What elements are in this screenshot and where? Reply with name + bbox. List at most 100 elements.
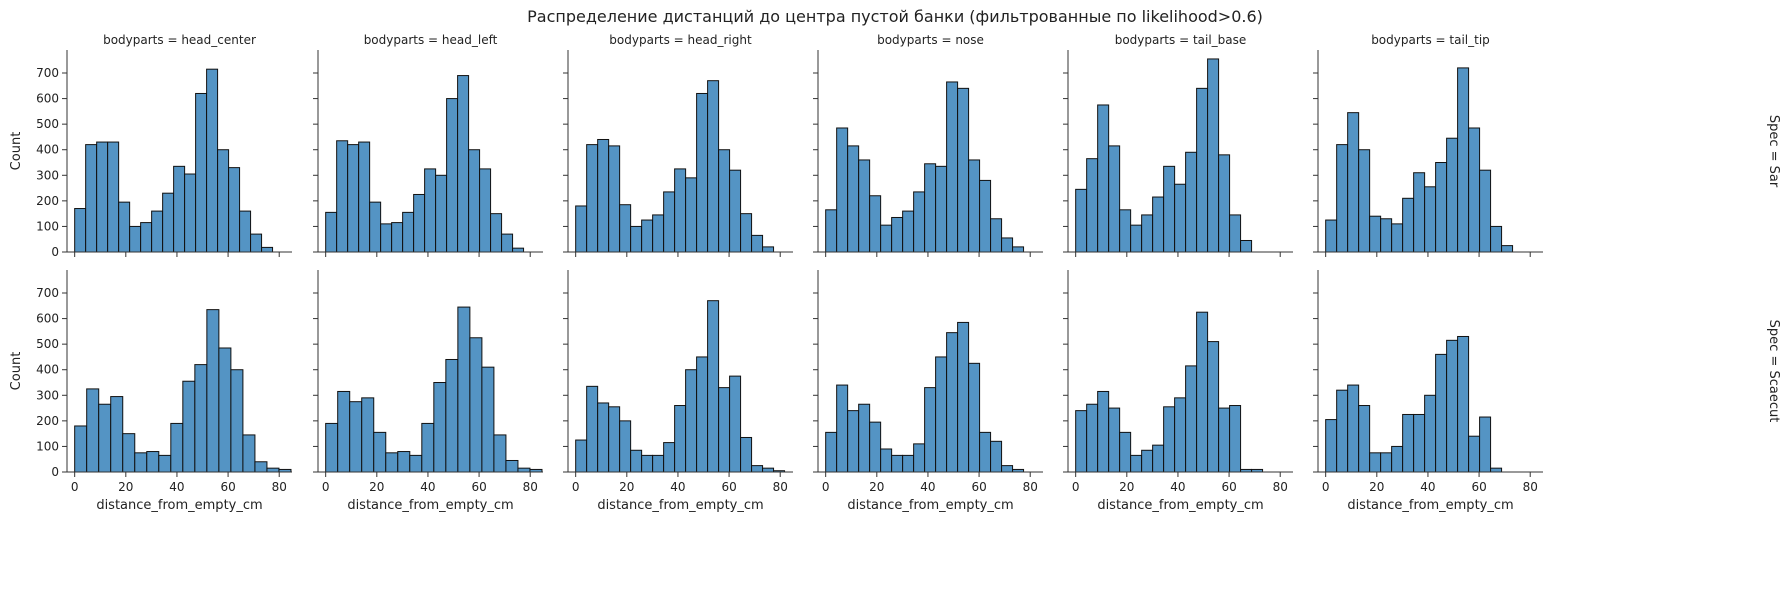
histogram-bar <box>685 177 698 253</box>
histogram-bar <box>1413 172 1426 253</box>
facet-panel-r0-c2: bodyparts = head_right <box>563 33 793 257</box>
histogram-bar <box>1240 239 1253 253</box>
histogram-bar <box>1229 405 1242 473</box>
histogram-bar <box>902 454 915 473</box>
facet-panel-r1-c1: 0 20 40 60 80 distance_from_empty_cm <box>313 270 543 513</box>
histogram-bar <box>597 402 610 473</box>
histogram-bar <box>979 179 992 253</box>
histogram-bar <box>957 321 970 473</box>
histogram-bar <box>1402 197 1415 253</box>
histogram-bar <box>630 225 643 253</box>
x-tick-label: 0 <box>71 480 79 494</box>
histogram-bar <box>641 219 654 253</box>
histogram-bar <box>239 210 252 253</box>
histogram-bar <box>880 224 893 253</box>
histogram-bar <box>1347 112 1360 253</box>
histogram-bar <box>118 201 131 253</box>
histogram-bar <box>1391 223 1404 253</box>
histogram-bar <box>718 387 731 473</box>
facet-panel-r1-c5: 0 20 40 60 80 distance_from_empty_cm Spec = Sc… <box>1313 270 1781 513</box>
histogram-bar <box>1075 188 1088 253</box>
histogram-bar <box>1130 224 1143 253</box>
histogram-bar <box>250 233 263 253</box>
histogram-bar <box>402 211 415 253</box>
histogram-bar <box>361 397 375 473</box>
histogram-bar <box>729 375 742 473</box>
x-tick-label: 60 <box>1221 480 1236 494</box>
histogram-bar <box>170 422 184 473</box>
y-tick-label: 100 <box>36 439 59 453</box>
histogram-bar <box>1130 454 1143 473</box>
x-tick-label: 80 <box>1273 480 1288 494</box>
histogram-bar <box>586 385 599 473</box>
histogram-bar <box>206 68 219 253</box>
histogram-bar <box>685 369 698 473</box>
x-tick-label: 40 <box>169 480 184 494</box>
histogram-bar <box>1369 452 1382 473</box>
histogram-bar <box>85 144 98 253</box>
histogram-bar <box>122 433 136 473</box>
facet-panel-r0-c0: 0 100 200 300 400 500 600 700 bodyparts = head_c… <box>9 33 292 259</box>
facet-panel-r0-c3: bodyparts = nose <box>813 33 1043 257</box>
x-tick-label: 60 <box>721 480 736 494</box>
histogram-bar <box>696 92 709 253</box>
x-tick-label: 80 <box>1523 480 1538 494</box>
histogram-bar <box>391 222 404 253</box>
histogram-bar <box>195 92 208 253</box>
histogram-bar <box>409 454 423 473</box>
facet-column-title: bodyparts = head_right <box>609 33 752 47</box>
histogram-bar <box>1347 384 1360 473</box>
histogram-bar <box>1185 151 1198 253</box>
histogram-bar <box>86 388 100 473</box>
histogram-bar <box>924 387 937 473</box>
histogram-bar <box>140 222 153 253</box>
histogram-bar <box>847 410 860 473</box>
x-tick-label: 40 <box>1420 480 1435 494</box>
histogram-bar <box>652 454 665 473</box>
histogram-bar <box>146 451 160 473</box>
figure-title: Распределение дистанций до центра пустой… <box>527 7 1263 26</box>
facet-panel-r0-c1: bodyparts = head_left <box>313 33 543 257</box>
x-tick-label: 80 <box>523 480 538 494</box>
histogram-bar <box>266 467 280 473</box>
histogram-bar <box>457 306 471 473</box>
x-tick-label: 80 <box>1023 480 1038 494</box>
y-tick-label: 200 <box>36 414 59 428</box>
histogram-bar <box>413 193 426 253</box>
histogram-bar <box>446 98 459 253</box>
facet-column-title: bodyparts = nose <box>877 33 984 47</box>
histogram-bar <box>228 167 241 253</box>
y-tick-label: 700 <box>36 286 59 300</box>
x-tick-label: 20 <box>619 480 634 494</box>
histogram-bar <box>479 168 492 253</box>
histogram-bar <box>505 459 519 473</box>
histogram-bar <box>1424 394 1437 473</box>
x-axis-label: distance_from_empty_cm <box>347 498 513 513</box>
histogram-bar <box>1358 405 1371 473</box>
histogram-bar <box>858 159 871 253</box>
y-tick-label: 600 <box>36 312 59 326</box>
x-tick-label: 20 <box>369 480 384 494</box>
histogram-bar <box>230 369 244 473</box>
histogram-bar <box>1446 339 1459 473</box>
histogram-bar <box>1207 341 1220 473</box>
histogram-bar <box>1174 397 1187 473</box>
histogram-bar <box>325 422 339 473</box>
x-tick-label: 20 <box>118 480 133 494</box>
histogram-bar <box>1424 186 1437 253</box>
y-tick-label: 400 <box>36 143 59 157</box>
histogram-bar <box>968 159 981 253</box>
histogram-bar <box>1012 246 1025 253</box>
histogram-bar <box>1185 365 1198 473</box>
histogram-bar <box>337 390 351 473</box>
y-tick-label: 300 <box>36 388 59 402</box>
histogram-bar <box>935 165 948 253</box>
histogram-bar <box>608 406 621 473</box>
histogram-bar <box>1196 87 1209 253</box>
histogram-bar <box>836 384 849 473</box>
histogram-bar <box>445 358 459 473</box>
x-tick-label: 60 <box>1471 480 1486 494</box>
histogram-bar <box>707 300 720 473</box>
